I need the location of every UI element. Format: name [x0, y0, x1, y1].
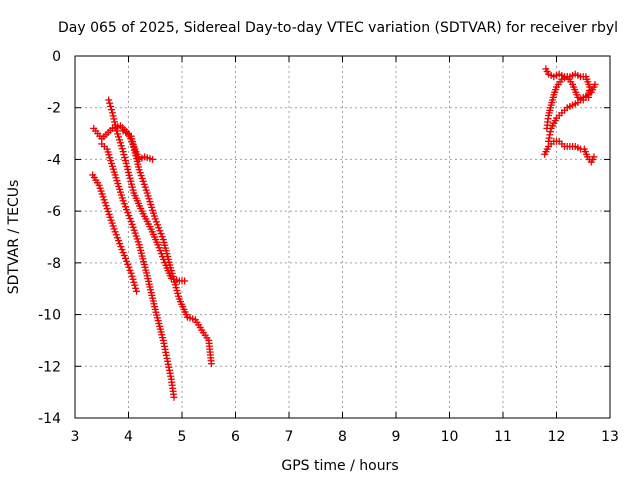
x-tick-label: 4: [124, 429, 133, 445]
data-point-track-a: [128, 272, 136, 280]
data-point-track-e: [207, 360, 215, 368]
data-point-track-a: [129, 275, 137, 283]
chart-title: Day 065 of 2025, Sidereal Day-to-day VTE…: [58, 20, 618, 36]
x-tick-label: 11: [494, 429, 512, 445]
data-point-track-c: [107, 102, 115, 110]
data-point-track-c: [105, 96, 113, 104]
data-point-track-c: [109, 112, 117, 120]
y-tick-label: -10: [38, 308, 61, 324]
data-point-track-c: [106, 99, 114, 107]
x-tick-label: 8: [338, 429, 347, 445]
x-tick-labels: 3 4 5 6 7 8 9 10 11 12 13: [71, 429, 619, 445]
y-tick-label: 0: [52, 49, 61, 65]
x-tick-label: 12: [548, 429, 566, 445]
x-tick-label: 10: [441, 429, 459, 445]
data-point-track-a: [130, 278, 138, 286]
data-point-track-h: [545, 134, 553, 142]
y-axis-label: SDTVAR / TECUs: [6, 180, 22, 295]
y-tick-label: -8: [47, 256, 61, 272]
y-tick-label: -4: [47, 152, 61, 168]
x-tick-label: 7: [285, 429, 294, 445]
data-points: [89, 65, 599, 401]
data-point-track-d: [149, 155, 157, 163]
data-point-track-c: [108, 106, 116, 114]
y-tick-label: -14: [38, 411, 61, 427]
data-point-track-h: [546, 128, 554, 136]
data-point-track-b: [170, 393, 178, 401]
data-point-track-a: [133, 287, 141, 295]
x-tick-label: 6: [231, 429, 240, 445]
data-point-track-i: [590, 153, 598, 161]
data-point-track-h: [546, 131, 554, 139]
y-tick-labels: 0 -2 -4 -6 -8 -10 -12 -14: [38, 49, 61, 427]
x-tick-label: 5: [178, 429, 187, 445]
data-point-track-c: [108, 109, 116, 117]
data-point-track-h: [591, 80, 599, 88]
data-point-track-c: [181, 277, 189, 285]
data-point-track-a: [131, 281, 139, 289]
data-point-track-c: [110, 115, 118, 123]
y-tick-label: -12: [38, 359, 61, 375]
x-tick-label: 3: [71, 429, 80, 445]
x-tick-label: 9: [392, 429, 401, 445]
x-axis-label: GPS time / hours: [281, 458, 398, 474]
y-tick-label: -6: [47, 204, 61, 220]
x-tick-label: 13: [601, 429, 619, 445]
tick-layer: [74, 55, 611, 419]
y-tick-label: -2: [47, 101, 61, 117]
data-point-track-a: [132, 284, 140, 292]
data-point-track-a: [127, 269, 135, 277]
